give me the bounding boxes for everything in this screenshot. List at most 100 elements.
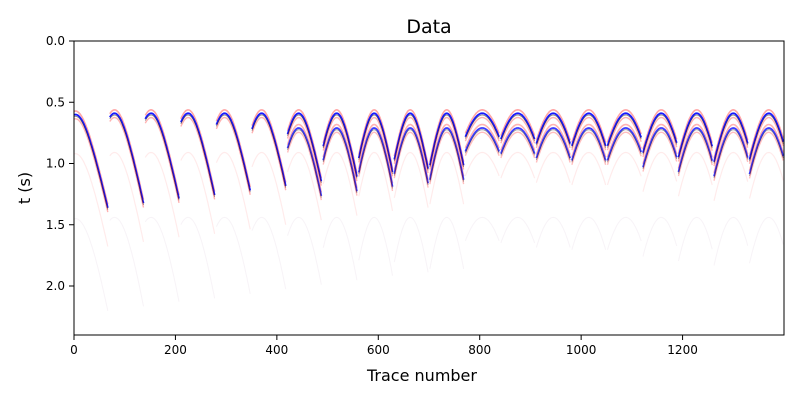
event-negative-lobe [642, 127, 678, 168]
event-trace-ink [713, 114, 749, 164]
event-negative-lobe [500, 112, 536, 140]
event-negative-lobe [713, 112, 749, 163]
shot-gather [571, 108, 607, 250]
event-trace-ink [571, 129, 607, 163]
event-multiple-faint [393, 151, 429, 208]
event-positive-tail [322, 116, 358, 182]
event-multiple-faint [713, 151, 749, 201]
event-multiple-faint [748, 151, 784, 199]
event-positive-lobe [677, 109, 713, 154]
event-positive-tail [535, 116, 571, 149]
event-positive-tail [606, 116, 642, 151]
event-negative-lobe [713, 127, 749, 177]
shot-gather [748, 108, 784, 264]
shot-gather [393, 108, 429, 273]
event-positive-tail [286, 131, 322, 201]
event-deep-faint [642, 216, 678, 257]
event-negative-lobe [464, 112, 500, 138]
event-negative-lobe [606, 112, 643, 147]
event-positive-tail [144, 116, 180, 204]
event-deep-faint [535, 216, 571, 248]
event-positive-tail [606, 131, 642, 166]
shot-gather [180, 109, 216, 299]
chart-title: Data [406, 16, 451, 38]
event-positive-tail [571, 116, 607, 151]
y-tick-label: 0.0 [46, 34, 65, 48]
x-tick-label: 0 [70, 343, 78, 357]
plot-frame [73, 40, 785, 336]
event-multiple-faint [287, 151, 322, 221]
y-tick-label: 0.5 [46, 95, 65, 109]
y-tick-label: 1.0 [46, 157, 65, 171]
event-deep-faint [180, 216, 216, 299]
x-tick-label: 800 [468, 343, 491, 357]
event-trace-ink [358, 129, 393, 189]
shot-gather [464, 108, 500, 241]
event-positive-tail [642, 131, 678, 172]
shot-gather [357, 109, 394, 276]
event-multiple-faint [535, 151, 571, 183]
shot-gather [500, 108, 536, 244]
event-positive-lobe [642, 123, 678, 165]
event-negative-lobe [357, 127, 394, 187]
event-deep-faint [322, 216, 358, 281]
event-positive-lobe [642, 109, 678, 150]
event-multiple-faint [642, 151, 678, 192]
event-negative-lobe [535, 127, 571, 159]
event-trace-ink [215, 114, 251, 193]
event-positive-lobe [571, 108, 607, 143]
event-trace-ink [322, 129, 358, 194]
event-trace-ink [287, 129, 322, 198]
event-positive-tail [286, 116, 322, 186]
event-positive-lobe [677, 123, 713, 169]
event-trace-ink [180, 114, 216, 197]
event-negative-lobe [571, 127, 607, 161]
event-positive-tail [677, 131, 713, 177]
shot-gather [677, 109, 714, 262]
shot-gather [322, 108, 358, 281]
event-trace-ink [535, 129, 571, 161]
event-positive-tail [180, 116, 216, 200]
event-positive-tail [215, 116, 251, 195]
event-positive-lobe [606, 123, 642, 158]
event-trace-ink [642, 114, 678, 155]
x-tick-label: 1200 [667, 343, 698, 357]
x-tick-label: 200 [164, 343, 187, 357]
event-positive-tail [571, 131, 607, 165]
event-positive-tail [109, 116, 145, 208]
event-deep-faint [571, 216, 607, 250]
y-tick-label: 1.5 [46, 218, 65, 232]
event-positive-tail [74, 118, 109, 213]
event-positive-lobe [571, 123, 607, 158]
shot-gather [606, 109, 643, 250]
event-positive-lobe [500, 108, 536, 136]
event-trace-ink [535, 114, 571, 146]
shot-gather [251, 109, 287, 290]
event-negative-lobe [606, 127, 643, 161]
event-positive-tail [393, 131, 429, 188]
event-trace-ink [571, 114, 607, 148]
x-tick-label: 1000 [566, 343, 597, 357]
event-trace-ink [464, 114, 500, 139]
event-positive-lobe [713, 123, 749, 174]
event-negative-lobe [500, 127, 536, 155]
event-trace-ink [607, 114, 642, 148]
event-deep-faint [464, 216, 500, 241]
event-positive-lobe [748, 108, 784, 157]
event-multiple-faint [215, 151, 251, 230]
event-trace-ink [393, 129, 429, 186]
event-positive-tail [642, 116, 678, 158]
shot-gather [286, 108, 323, 285]
event-positive-tail [358, 116, 394, 177]
x-tick-label: 400 [265, 343, 288, 357]
event-trace-ink [713, 129, 749, 179]
event-multiple-faint [322, 151, 358, 216]
event-positive-lobe [606, 109, 642, 143]
event-deep-faint [251, 216, 287, 290]
event-trace-ink [251, 114, 287, 188]
event-multiple-faint [464, 151, 500, 177]
event-positive-lobe [748, 123, 784, 171]
event-trace-ink [322, 114, 358, 179]
event-trace-ink [500, 129, 536, 156]
event-trace-ink [358, 114, 393, 174]
